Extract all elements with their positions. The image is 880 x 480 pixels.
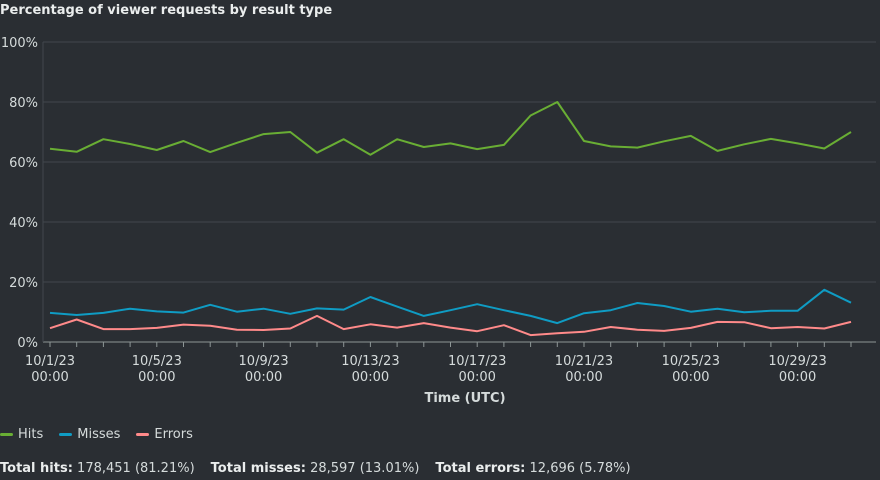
total-hits: Total hits: 178,451 (81.21%) <box>0 461 195 476</box>
x-tick-label-time: 00:00 <box>565 370 602 385</box>
legend-label-errors: Errors <box>154 427 193 442</box>
x-tick-label-date: 10/17/23 <box>448 354 506 369</box>
y-tick-label: 80% <box>9 96 38 111</box>
y-tick-label: 100% <box>1 36 38 51</box>
legend-swatch-errors <box>136 433 150 436</box>
total-misses-label: Total misses: <box>210 461 306 476</box>
x-tick-label-time: 00:00 <box>779 370 816 385</box>
x-tick-label-time: 00:00 <box>245 370 282 385</box>
x-tick-label-time: 00:00 <box>352 370 389 385</box>
y-tick-label: 40% <box>9 216 38 231</box>
total-hits-value: 178,451 (81.21%) <box>77 461 195 476</box>
y-tick-label: 20% <box>9 276 38 291</box>
total-misses-value: 28,597 (13.01%) <box>310 461 420 476</box>
totals-summary: Total hits: 178,451 (81.21%) Total misse… <box>0 461 631 476</box>
x-tick-label-date: 10/1/23 <box>25 354 75 369</box>
total-errors-label: Total errors: <box>435 461 526 476</box>
x-tick-label-date: 10/29/23 <box>768 354 826 369</box>
y-tick-label: 60% <box>9 156 38 171</box>
total-errors: Total errors: 12,696 (5.78%) <box>435 461 630 476</box>
x-tick-label-date: 10/9/23 <box>239 354 289 369</box>
x-tick-label-time: 00:00 <box>672 370 709 385</box>
x-tick-label-date: 10/13/23 <box>341 354 399 369</box>
legend-label-misses: Misses <box>77 427 121 442</box>
x-tick-label-date: 10/25/23 <box>662 354 720 369</box>
total-misses: Total misses: 28,597 (13.01%) <box>211 461 420 476</box>
x-tick-label-date: 10/5/23 <box>132 354 182 369</box>
total-errors-value: 12,696 (5.78%) <box>529 461 631 476</box>
legend-swatch-hits <box>0 433 13 436</box>
x-tick-label-time: 00:00 <box>458 370 495 385</box>
x-tick-label-time: 00:00 <box>138 370 175 385</box>
legend-item-errors[interactable]: Errors <box>136 427 193 442</box>
series-line-errors <box>49 314 852 337</box>
x-tick-label-date: 10/21/23 <box>555 354 613 369</box>
line-chart: 0%20%40%60%80%100%10/1/2300:0010/5/2300:… <box>1 36 876 406</box>
x-tick-label-time: 00:00 <box>31 370 68 385</box>
chart-title: Percentage of viewer requests by result … <box>0 3 333 18</box>
chart-legend: Hits Misses Errors <box>0 427 193 442</box>
series-line-hits <box>49 101 852 156</box>
series-line-misses <box>49 288 852 325</box>
legend-label-hits: Hits <box>18 427 44 442</box>
y-tick-label: 0% <box>17 336 38 351</box>
total-hits-label: Total hits: <box>0 461 73 476</box>
legend-swatch-misses <box>59 433 73 436</box>
x-axis-title: Time (UTC) <box>424 391 505 406</box>
legend-item-hits[interactable]: Hits <box>0 427 43 442</box>
legend-item-misses[interactable]: Misses <box>59 427 120 442</box>
